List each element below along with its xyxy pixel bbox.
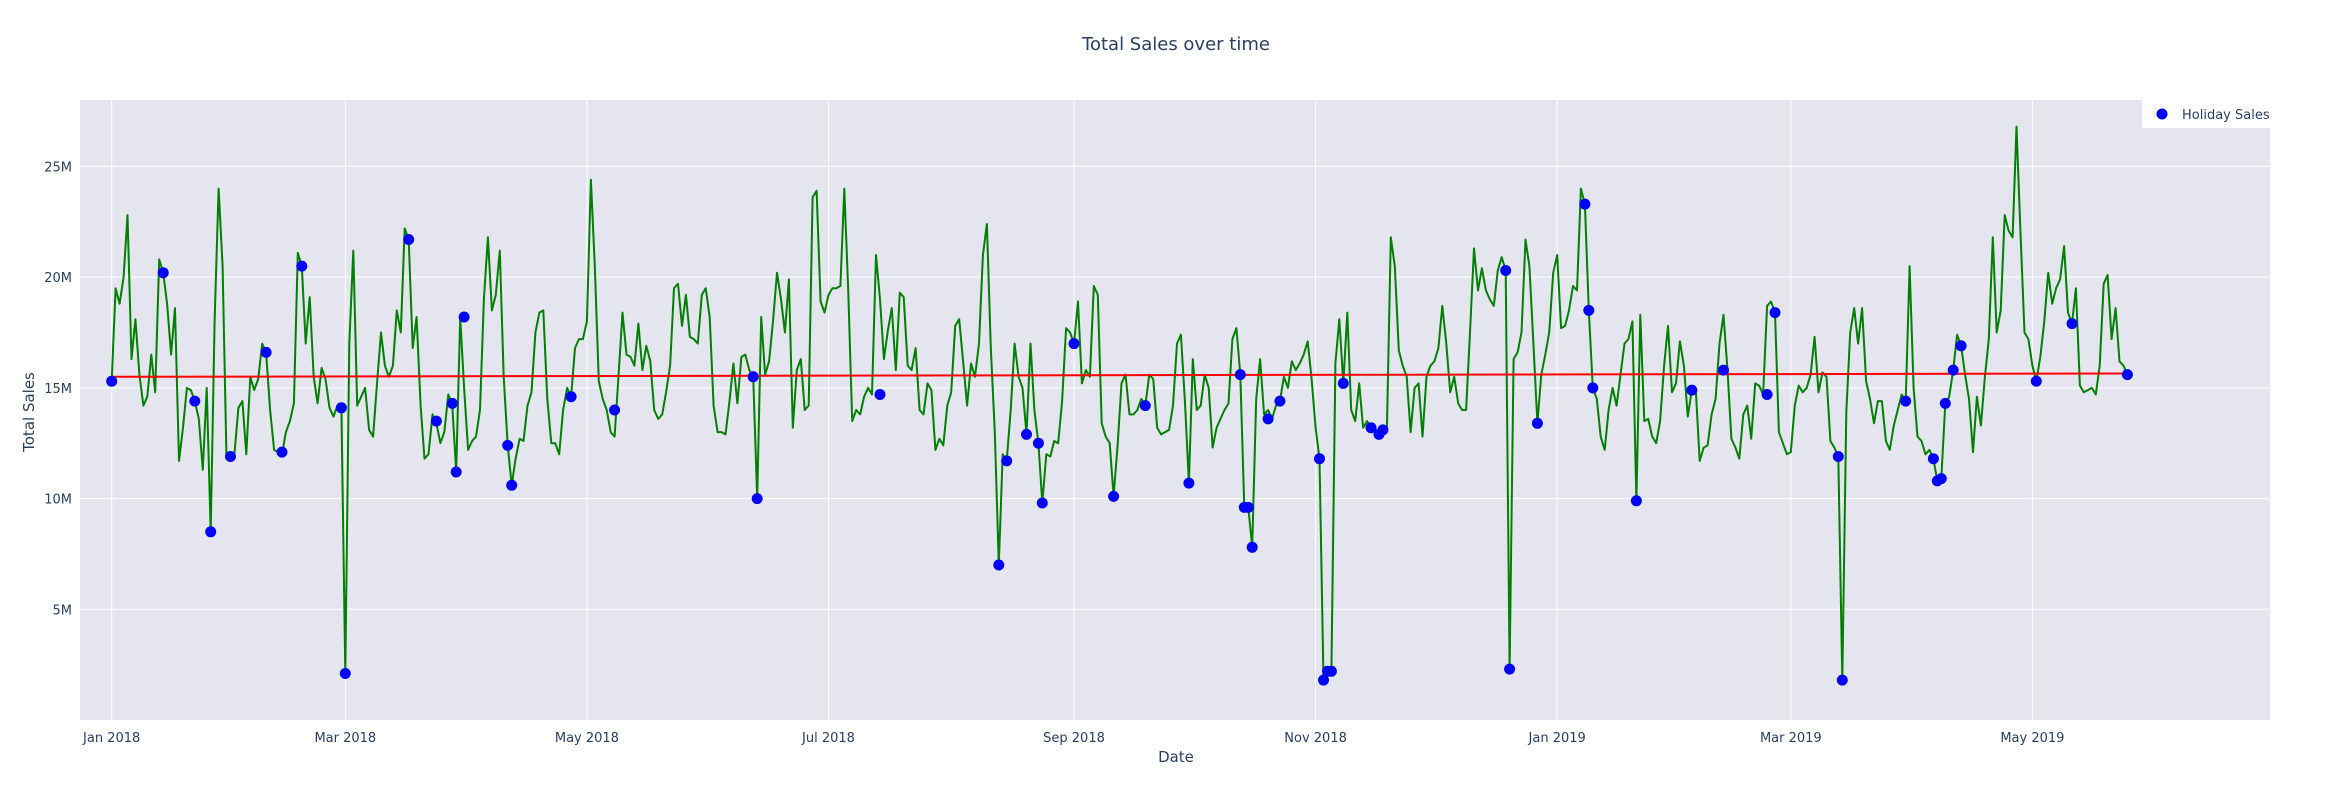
holiday-sales-point	[2030, 375, 2042, 387]
holiday-sales-point	[1579, 198, 1591, 210]
holiday-sales-point	[446, 397, 458, 409]
holiday-sales-point	[1927, 453, 1939, 465]
holiday-sales-point	[993, 559, 1005, 571]
holiday-sales-point	[1832, 451, 1844, 462]
holiday-sales-point	[1032, 437, 1044, 449]
holiday-sales-point	[1139, 400, 1151, 412]
legend-marker-holiday-sales	[2156, 108, 2168, 120]
holiday-sales-point	[335, 402, 347, 414]
holiday-sales-point	[874, 389, 886, 400]
y-tick-label: 15M	[44, 382, 72, 397]
holiday-sales-point	[276, 446, 288, 458]
holiday-sales-point	[1718, 364, 1729, 376]
holiday-sales-point	[2066, 318, 2078, 330]
holiday-sales-point	[1001, 455, 1013, 467]
x-tick-label: Jul 2018	[801, 731, 855, 746]
holiday-sales-point	[296, 260, 308, 272]
holiday-sales-point	[458, 311, 470, 323]
holiday-sales-point	[1504, 663, 1516, 675]
holiday-sales-point	[1583, 304, 1595, 316]
holiday-sales-point	[609, 404, 621, 416]
x-axis-ticks: Jan 2018 Mar 2018 May 2018 Jul 2018 Sep 2018…	[82, 731, 2064, 746]
holiday-markers	[106, 198, 2133, 686]
holiday-sales-point	[1337, 377, 1349, 389]
holiday-sales-point	[751, 493, 763, 505]
holiday-sales-point	[1242, 501, 1254, 513]
holiday-sales-point	[1836, 674, 1848, 686]
plot-area	[80, 100, 2270, 720]
holiday-sales-point	[502, 439, 514, 451]
holiday-sales-point	[260, 346, 272, 358]
holiday-sales-point	[1068, 338, 1080, 350]
x-tick-label: Jan 2019	[1528, 731, 1586, 746]
holiday-sales-point	[1036, 497, 1048, 509]
y-gridlines	[80, 165, 2270, 610]
y-tick-label: 10M	[44, 493, 72, 508]
x-tick-label: May 2019	[2000, 731, 2064, 746]
holiday-sales-point	[1500, 265, 1512, 276]
holiday-sales-point	[506, 479, 518, 491]
x-tick-label: May 2018	[555, 731, 619, 746]
y-tick-label: 25M	[44, 160, 72, 175]
holiday-sales-point	[1686, 384, 1698, 396]
x-axis-label: Date	[1158, 748, 1194, 766]
x-tick-label: Mar 2018	[314, 731, 376, 746]
holiday-sales-point	[157, 267, 169, 279]
holiday-sales-point	[1314, 453, 1325, 465]
holiday-sales-point	[1955, 340, 1967, 352]
chart-title: Total Sales over time	[1081, 34, 1270, 55]
holiday-sales-point	[1587, 382, 1599, 394]
holiday-sales-point	[225, 451, 236, 462]
holiday-sales-point	[205, 526, 217, 538]
trend-line	[111, 372, 2128, 378]
holiday-sales-point	[1234, 369, 1246, 381]
holiday-sales-point	[430, 415, 442, 427]
holiday-sales-point	[189, 395, 201, 407]
holiday-sales-point	[1365, 422, 1377, 434]
holiday-sales-point	[1274, 395, 1286, 407]
y-axis-label: Total Sales	[20, 372, 38, 453]
holiday-sales-point	[106, 375, 118, 387]
legend-label-holiday-sales: Holiday Sales	[2182, 108, 2270, 123]
y-axis-ticks: 5M 10M 15M 20M 25M	[44, 160, 72, 618]
x-tick-label: Mar 2019	[1760, 731, 1822, 746]
holiday-sales-point	[1318, 674, 1329, 686]
holiday-sales-point	[339, 668, 351, 679]
holiday-sales-point	[1761, 389, 1773, 400]
holiday-sales-point	[1246, 541, 1258, 553]
holiday-sales-point	[565, 391, 577, 403]
x-tick-label: Sep 2018	[1043, 731, 1105, 746]
holiday-sales-point	[1531, 417, 1543, 429]
holiday-sales-point	[747, 371, 759, 383]
holiday-sales-point	[1947, 364, 1959, 376]
holiday-sales-point	[403, 234, 415, 245]
holiday-sales-point	[1021, 428, 1032, 440]
holiday-sales-point	[1630, 495, 1642, 507]
holiday-sales-point	[450, 466, 462, 478]
x-gridlines	[111, 100, 2033, 720]
holiday-sales-point	[1183, 477, 1195, 489]
holiday-sales-point	[1939, 397, 1951, 409]
holiday-sales-point	[1377, 424, 1389, 436]
x-tick-label: Nov 2018	[1284, 731, 1347, 746]
x-tick-label: Jan 2018	[82, 731, 140, 746]
holiday-sales-point	[1108, 490, 1120, 502]
y-tick-label: 20M	[44, 271, 72, 286]
holiday-sales-point	[1769, 307, 1781, 319]
holiday-sales-point	[1262, 413, 1274, 425]
legend[interactable]: Holiday Sales	[2142, 100, 2270, 128]
holiday-sales-point	[1900, 395, 1912, 407]
holiday-sales-point	[2121, 369, 2133, 381]
holiday-sales-point	[1935, 473, 1947, 485]
holiday-sales-point	[1325, 665, 1337, 677]
y-tick-label: 5M	[53, 603, 73, 618]
